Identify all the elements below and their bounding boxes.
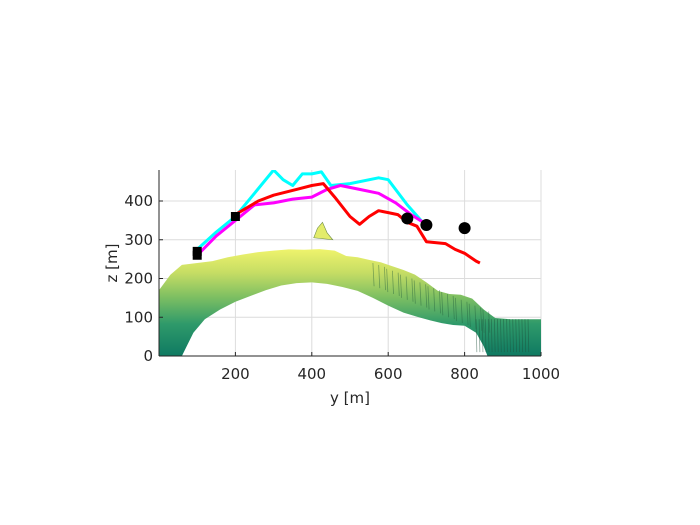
x-tick-label: 200 [221, 365, 250, 383]
series-line-3 [234, 182, 481, 265]
terrain-shade [493, 319, 496, 353]
x-tick-label: 1000 [522, 365, 560, 383]
terrain-shade [419, 282, 422, 306]
terrain-shade [397, 272, 400, 296]
terrain-shade [411, 278, 414, 302]
circle-marker [401, 212, 414, 225]
terrain-shade [392, 270, 394, 295]
terrain-shade [466, 301, 469, 326]
circle-marker [420, 219, 433, 232]
x-tick-label: 600 [374, 365, 403, 383]
terrain-shade [481, 319, 484, 353]
terrain-shade [468, 303, 471, 327]
terrain-shade [521, 319, 524, 353]
terrain-shade [482, 309, 485, 333]
terrain-shade [460, 299, 463, 324]
terrain-shade [527, 319, 530, 353]
terrain-shade [475, 319, 478, 353]
terrain-peak [313, 221, 334, 241]
terrain-shade [515, 319, 517, 353]
terrain-shade [524, 319, 527, 353]
terrain-shade [506, 319, 508, 353]
terrain-shade [518, 319, 521, 353]
series-line-1 [196, 170, 424, 251]
y-tick-label: 200 [124, 270, 153, 288]
markers [192, 212, 471, 260]
terrain-shade [484, 319, 487, 353]
y-tick-label: 100 [124, 308, 153, 326]
terrain-shade [413, 280, 416, 304]
y-tick-label: 400 [124, 192, 153, 210]
terrain-shade [509, 319, 511, 353]
square-marker [230, 212, 240, 221]
terrain-shade [452, 295, 455, 320]
terrain-shade [512, 319, 514, 353]
terrain-shade [441, 292, 444, 316]
terrain-shade [378, 264, 381, 289]
axes [158, 170, 542, 357]
terrain-shade [400, 274, 402, 298]
y-tick-label: 300 [124, 231, 153, 249]
terrain-shade [438, 290, 441, 314]
terrain-shade [488, 311, 491, 333]
x-tick-label: 400 [297, 365, 326, 383]
terrain-shade [478, 319, 481, 353]
terrain-shade [500, 319, 502, 353]
tick-labels: 200 400 600 800 1000 0 100 200 300 400 [124, 192, 560, 383]
terrain-shade [386, 268, 389, 293]
terrain-surface [159, 249, 541, 356]
terrain-shade [405, 276, 408, 300]
terrain-shade [425, 284, 428, 308]
terrain-shade [433, 288, 436, 312]
terrain-shade [427, 286, 430, 310]
square-marker [192, 250, 202, 260]
terrain-shade [480, 307, 483, 331]
terrain-shade [503, 319, 505, 353]
circle-marker [458, 222, 471, 235]
terrain-shade [490, 319, 493, 353]
terrain-shade [497, 319, 499, 353]
terrain-shade [383, 266, 386, 291]
x-axis-label: y [m] [330, 389, 370, 407]
terrain-shade [487, 319, 490, 353]
y-tick-label: 0 [143, 347, 153, 365]
terrain [159, 221, 541, 356]
terrain-shade [447, 293, 449, 318]
terrain-shade [372, 262, 375, 287]
x-tick-label: 800 [450, 365, 479, 383]
terrain-shade [455, 297, 457, 322]
y-axis-label: z [m] [103, 244, 121, 283]
